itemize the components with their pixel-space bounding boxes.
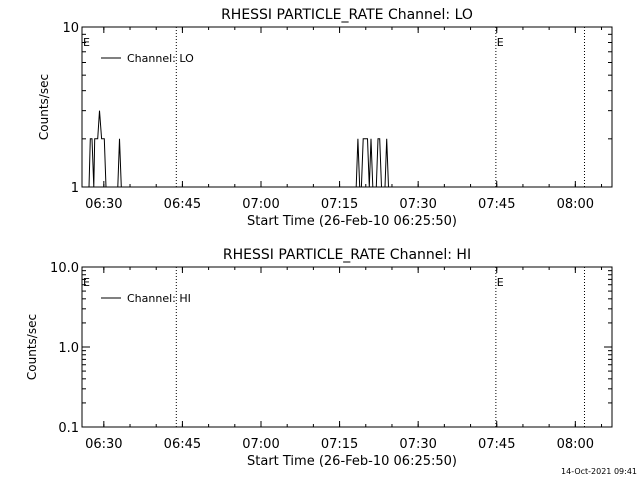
event-marker-lo: E <box>497 36 504 49</box>
x-tick-label-hi: 06:30 <box>85 437 122 452</box>
y-tick-label-lo: 10 <box>62 21 79 36</box>
x-tick-label-lo: 06:30 <box>85 197 122 212</box>
x-tick-label-hi: 07:00 <box>242 437 279 452</box>
x-tick-label-lo: 08:00 <box>557 197 594 212</box>
x-axis-label-hi: Start Time (26-Feb-10 06:25:50) <box>247 454 457 469</box>
x-tick-label-lo: 06:45 <box>164 197 201 212</box>
x-tick-label-lo: 07:00 <box>242 197 279 212</box>
event-marker-lo: E <box>83 36 90 49</box>
event-marker-hi: E <box>497 276 504 289</box>
x-tick-label-hi: 07:45 <box>478 437 515 452</box>
y-axis-label-lo: Counts/sec <box>37 74 51 140</box>
x-tick-label-hi: 08:00 <box>557 437 594 452</box>
legend-label-hi: Channel: HI <box>127 292 191 305</box>
x-axis-label-lo: Start Time (26-Feb-10 06:25:50) <box>247 214 457 229</box>
x-tick-label-lo: 07:45 <box>478 197 515 212</box>
chart-panel-hi: RHESSI PARTICLE_RATE Channel: HI Start T… <box>25 247 613 469</box>
chart-panel-lo: RHESSI PARTICLE_RATE Channel: LO Start T… <box>37 7 613 229</box>
x-tick-label-lo: 07:15 <box>321 197 358 212</box>
event-marker-hi: E <box>83 276 90 289</box>
legend-label-lo: Channel: LO <box>127 52 194 65</box>
x-tick-label-lo: 07:30 <box>399 197 436 212</box>
x-tick-label-hi: 07:15 <box>321 437 358 452</box>
y-tick-label-hi: 10.0 <box>50 261 79 276</box>
x-tick-label-hi: 07:30 <box>399 437 436 452</box>
generated-timestamp: 14-Oct-2021 09:41 <box>561 467 637 476</box>
y-tick-label-hi: 1.0 <box>58 341 79 356</box>
y-axis-label-hi: Counts/sec <box>25 314 39 380</box>
x-tick-label-hi: 06:45 <box>164 437 201 452</box>
chart-title-hi: RHESSI PARTICLE_RATE Channel: HI <box>223 247 471 263</box>
series-line-lo <box>87 110 389 188</box>
y-tick-label-hi: 0.1 <box>58 421 79 436</box>
y-tick-label-lo: 1 <box>71 181 79 196</box>
chart-title-lo: RHESSI PARTICLE_RATE Channel: LO <box>221 7 473 23</box>
